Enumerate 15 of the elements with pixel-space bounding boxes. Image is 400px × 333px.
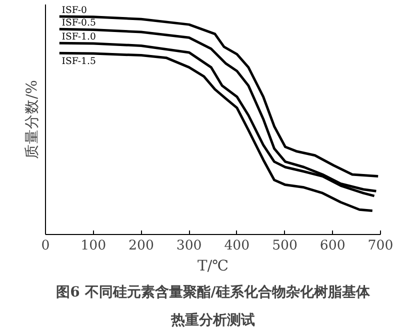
x-tick-label: 0 [41,238,50,254]
x-tick-label: 100 [80,238,106,254]
x-tick-label: 500 [272,238,298,254]
x-tick-label: 400 [224,238,250,254]
x-tick-label: 300 [176,238,202,254]
y-axis-title: 质量分数/% [24,80,40,159]
series-label: ISF-1.5 [62,56,96,68]
text: 图6 不同硅元素含量聚酯/硅系化合物杂化树脂基体热重分析测试 [56,284,371,328]
x-tick-label: 600 [320,238,346,254]
x-axis-title: T/℃ [197,258,229,274]
series-label: ISF-0 [62,4,88,16]
series-label: ISF-1.0 [62,32,96,43]
x-tick-label: 700 [368,238,394,254]
series-label: ISF-0.5 [62,18,96,29]
x-tick-label: 200 [128,238,154,254]
